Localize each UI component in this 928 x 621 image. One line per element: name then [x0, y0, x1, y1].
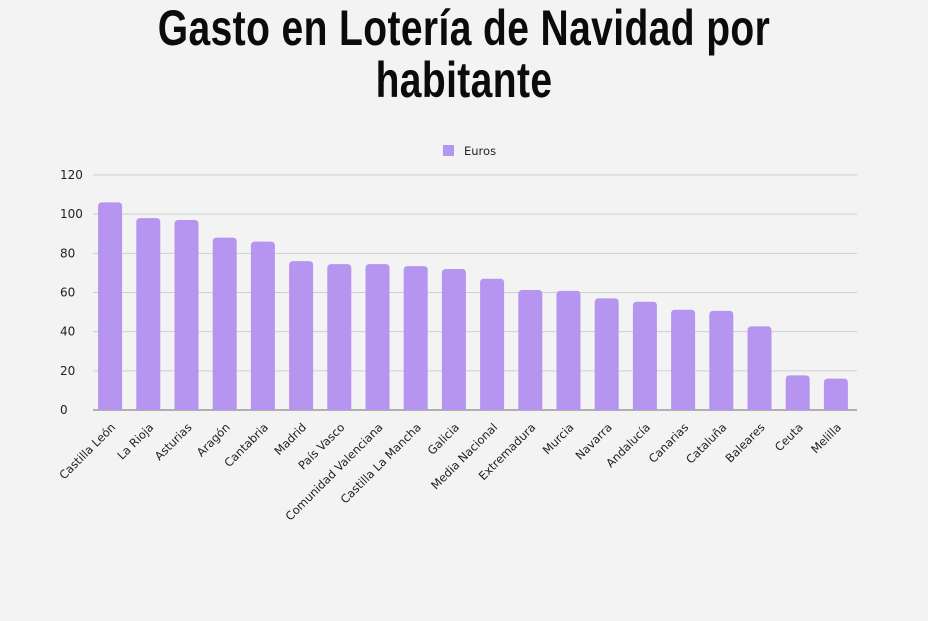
x-tick-label: Melilla [808, 420, 844, 456]
bar [671, 309, 696, 410]
x-tick-label: Ceuta [772, 420, 806, 454]
bar [403, 266, 428, 410]
legend-label: Euros [464, 144, 496, 158]
y-tick-label: 80 [60, 246, 75, 260]
bar [785, 375, 810, 410]
bar [250, 241, 275, 410]
bar [327, 264, 352, 410]
x-tick-label: Cataluña [683, 420, 729, 466]
bar [823, 378, 848, 410]
x-tick-label: Castilla León [56, 420, 118, 482]
bar [289, 261, 314, 410]
x-tick-label: La Rioja [114, 420, 156, 462]
x-tick-label: Asturias [152, 420, 195, 463]
gridlines [93, 174, 857, 411]
y-tick-label: 120 [60, 168, 83, 182]
bar [632, 301, 657, 410]
x-tick-label: Murcia [540, 420, 577, 457]
x-tick-label: Media Nacional [428, 420, 500, 492]
y-tick-label: 100 [60, 207, 83, 221]
bars [98, 202, 848, 410]
bar [174, 220, 199, 410]
bar [480, 278, 505, 410]
x-tick-label: Madrid [271, 420, 309, 458]
legend-swatch [443, 145, 454, 156]
x-tick-label: Galicia [425, 420, 462, 457]
bar [518, 289, 543, 410]
bar [747, 326, 772, 410]
x-tick-label: Baleares [723, 420, 768, 465]
bar [594, 298, 619, 410]
bar [556, 290, 581, 410]
y-tick-label: 20 [60, 364, 75, 378]
bar [212, 237, 237, 410]
bar [365, 264, 390, 410]
bar [98, 202, 123, 410]
y-tick-label: 40 [60, 325, 75, 339]
bar [441, 269, 466, 410]
bar [136, 218, 161, 410]
y-tick-label: 0 [60, 403, 68, 417]
bar [709, 310, 734, 410]
chart-title: Gasto en Lotería de Navidad por habitant… [157, 0, 771, 108]
y-axis-ticks: 0 20 40 60 80 100 120 [60, 168, 83, 417]
legend: Euros [443, 144, 496, 158]
y-tick-label: 60 [60, 286, 75, 300]
